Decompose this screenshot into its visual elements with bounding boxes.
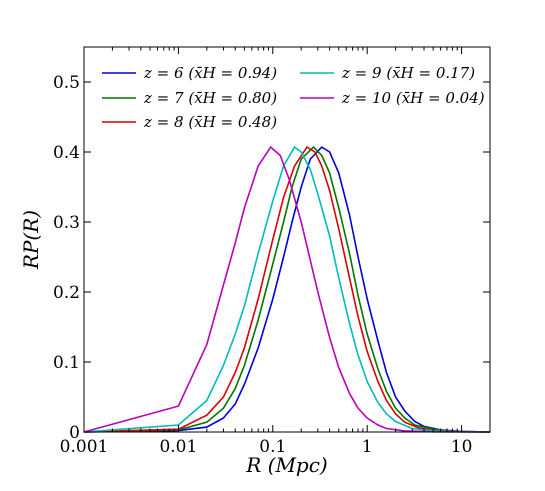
legend-label-2: z = 7 (x̄H = 0.80) [143, 89, 277, 107]
y-tick-label: 0.3 [53, 213, 80, 233]
legend-label-4: z = 9 (x̄H = 0.17) [341, 64, 475, 82]
x-tick-label: 0.001 [60, 437, 109, 457]
x-tick-label: 10 [451, 437, 473, 457]
series-line-1 [83, 146, 491, 433]
series-line-2 [83, 145, 491, 433]
y-tick-label: 0.2 [53, 283, 80, 303]
x-tick-label: 0.01 [159, 437, 197, 457]
series-line-4 [83, 145, 491, 433]
y-tick-label: 0.1 [53, 353, 80, 373]
y-tick-label: 0 [69, 423, 80, 443]
legend-label-5: z = 10 (x̄H = 0.04) [341, 89, 485, 107]
legend-label-3: z = 8 (x̄H = 0.48) [143, 113, 277, 131]
x-axis-label: R (Mpc) [245, 453, 328, 477]
plot-frame [83, 46, 491, 433]
y-tick-label: 0.5 [53, 73, 80, 93]
x-tick-label: 0.1 [259, 437, 286, 457]
series-line-5 [83, 145, 491, 433]
series-line-3 [83, 146, 491, 433]
x-tick-label: 1 [362, 437, 373, 457]
y-axis-label: RP(R) [19, 210, 43, 270]
y-tick-label: 0.4 [53, 143, 80, 163]
legend-label-1: z = 6 (x̄H = 0.94) [143, 64, 277, 82]
legend: z = 6 (x̄H = 0.94) z = 7 (x̄H = 0.80) z = … [102, 64, 485, 131]
series-layer [83, 145, 491, 433]
ticks-layer: 0.001 0.01 0.1 1 10 0 0.1 0.2 0.3 0.4 0.5 [53, 47, 491, 457]
